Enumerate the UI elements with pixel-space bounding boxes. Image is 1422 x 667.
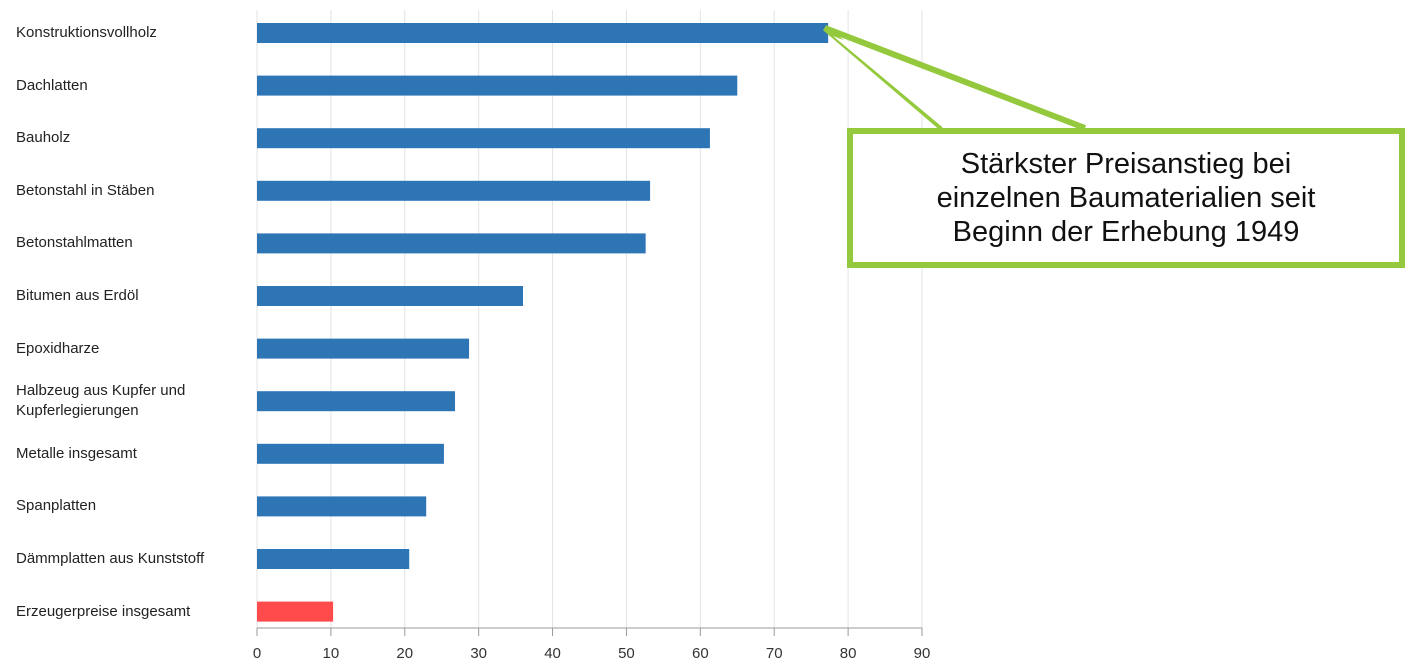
x-tick-label: 80: [840, 645, 857, 662]
bar: [257, 23, 829, 43]
y-tick-label: Dachlatten: [16, 76, 88, 94]
callout-pointer: [823, 25, 1087, 131]
callout-fill: [833, 36, 1080, 131]
bar: [257, 496, 427, 517]
bar: [257, 601, 334, 622]
y-tick-label: Spanplatten: [16, 497, 97, 515]
bar: [257, 180, 651, 201]
bar: [257, 549, 410, 569]
x-tick-label: 20: [396, 645, 413, 662]
x-tick-label: 70: [766, 645, 783, 662]
x-tick-label: 90: [914, 645, 931, 662]
y-tick-label: Dämmplatten aus Kunststoff: [16, 550, 205, 567]
y-tick-label: Betonstahlmatten: [16, 234, 133, 252]
y-tick-label: Bitumen aus Erdöl: [16, 287, 139, 304]
y-tick-label: Betonstahl in Stäben: [16, 181, 155, 199]
bar: [257, 75, 738, 96]
y-tick-label: Halbzeug aus Kupfer und Kupferlegierunge…: [16, 382, 186, 420]
x-tick-label: 50: [618, 645, 635, 662]
x-tick-label: 40: [544, 645, 561, 662]
bar: [257, 443, 444, 464]
y-tick-label: Bauholz: [16, 129, 71, 147]
bar: [257, 233, 646, 254]
y-tick-label: Metalle insgesamt: [16, 444, 137, 462]
bar: [257, 391, 456, 412]
y-tick-label: Konstruktionsvollholz: [16, 24, 157, 41]
y-tick-label: Epoxidharze: [16, 339, 100, 357]
bar: [257, 128, 710, 149]
annotation: Stärkster Preisanstieg bei einzelnen Bau…: [847, 128, 1405, 268]
x-tick-label: 10: [323, 645, 340, 662]
y-tick-label: Erzeugerpreise insgesamt: [16, 602, 191, 620]
x-tick-label: 60: [692, 645, 709, 662]
x-tick-label: 30: [470, 645, 487, 662]
x-tick-label: 0: [253, 645, 261, 662]
bar: [257, 338, 470, 359]
bar: [257, 286, 523, 306]
